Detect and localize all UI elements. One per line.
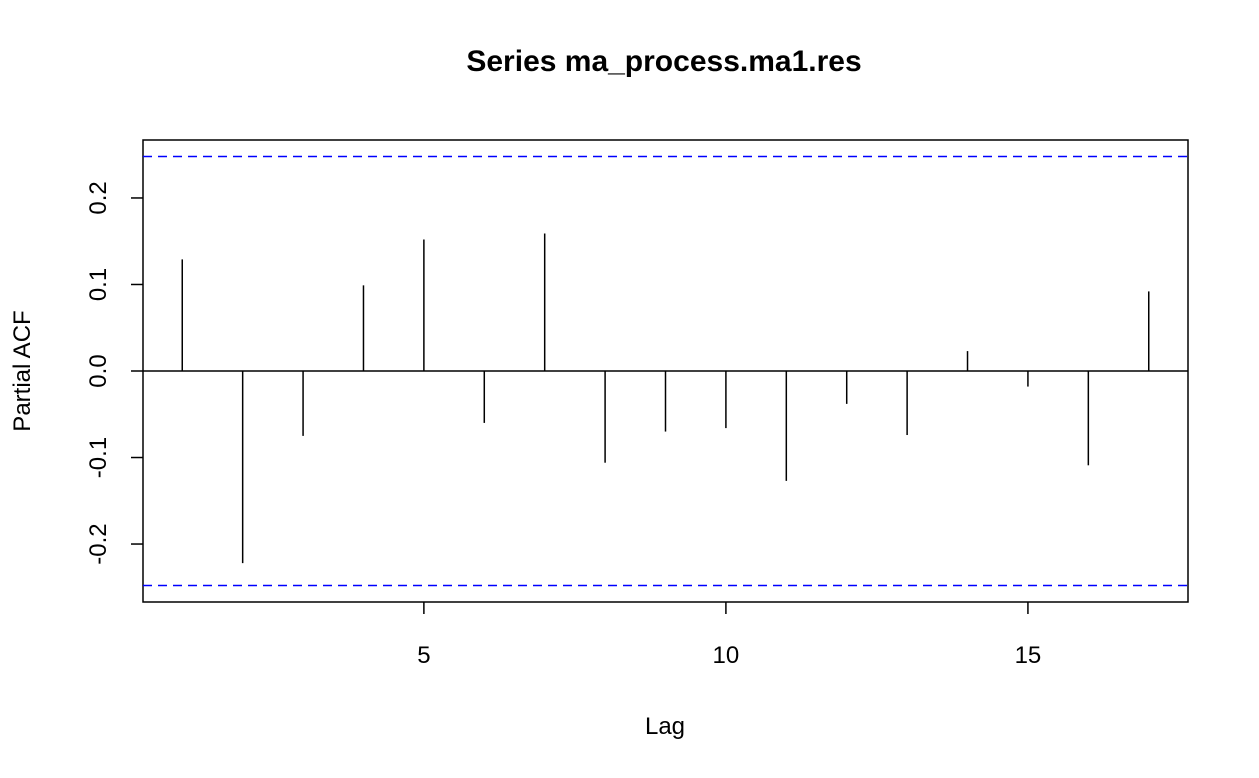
confidence-bounds	[143, 155, 1188, 587]
x-axis-label: Lag	[645, 713, 685, 740]
x-tick-label-5: 5	[417, 642, 430, 669]
y-axis: -0.2 -0.1 0.0 0.1 0.2	[85, 181, 143, 565]
y-tick-label-3: 0.1	[85, 268, 112, 301]
y-tick-label-1: -0.1	[85, 437, 112, 478]
chart-title: Series ma_process.ma1.res	[466, 45, 861, 78]
y-axis-label: Partial ACF	[9, 310, 36, 431]
x-tick-label-10: 10	[713, 642, 740, 669]
x-axis: 5 10 15	[417, 602, 1041, 669]
y-tick-label-0: -0.2	[85, 523, 112, 564]
x-tick-label-15: 15	[1015, 642, 1042, 669]
pacf-bars	[181, 233, 1150, 564]
y-tick-label-2: 0.0	[85, 354, 112, 387]
y-tick-label-4: 0.2	[85, 181, 112, 214]
